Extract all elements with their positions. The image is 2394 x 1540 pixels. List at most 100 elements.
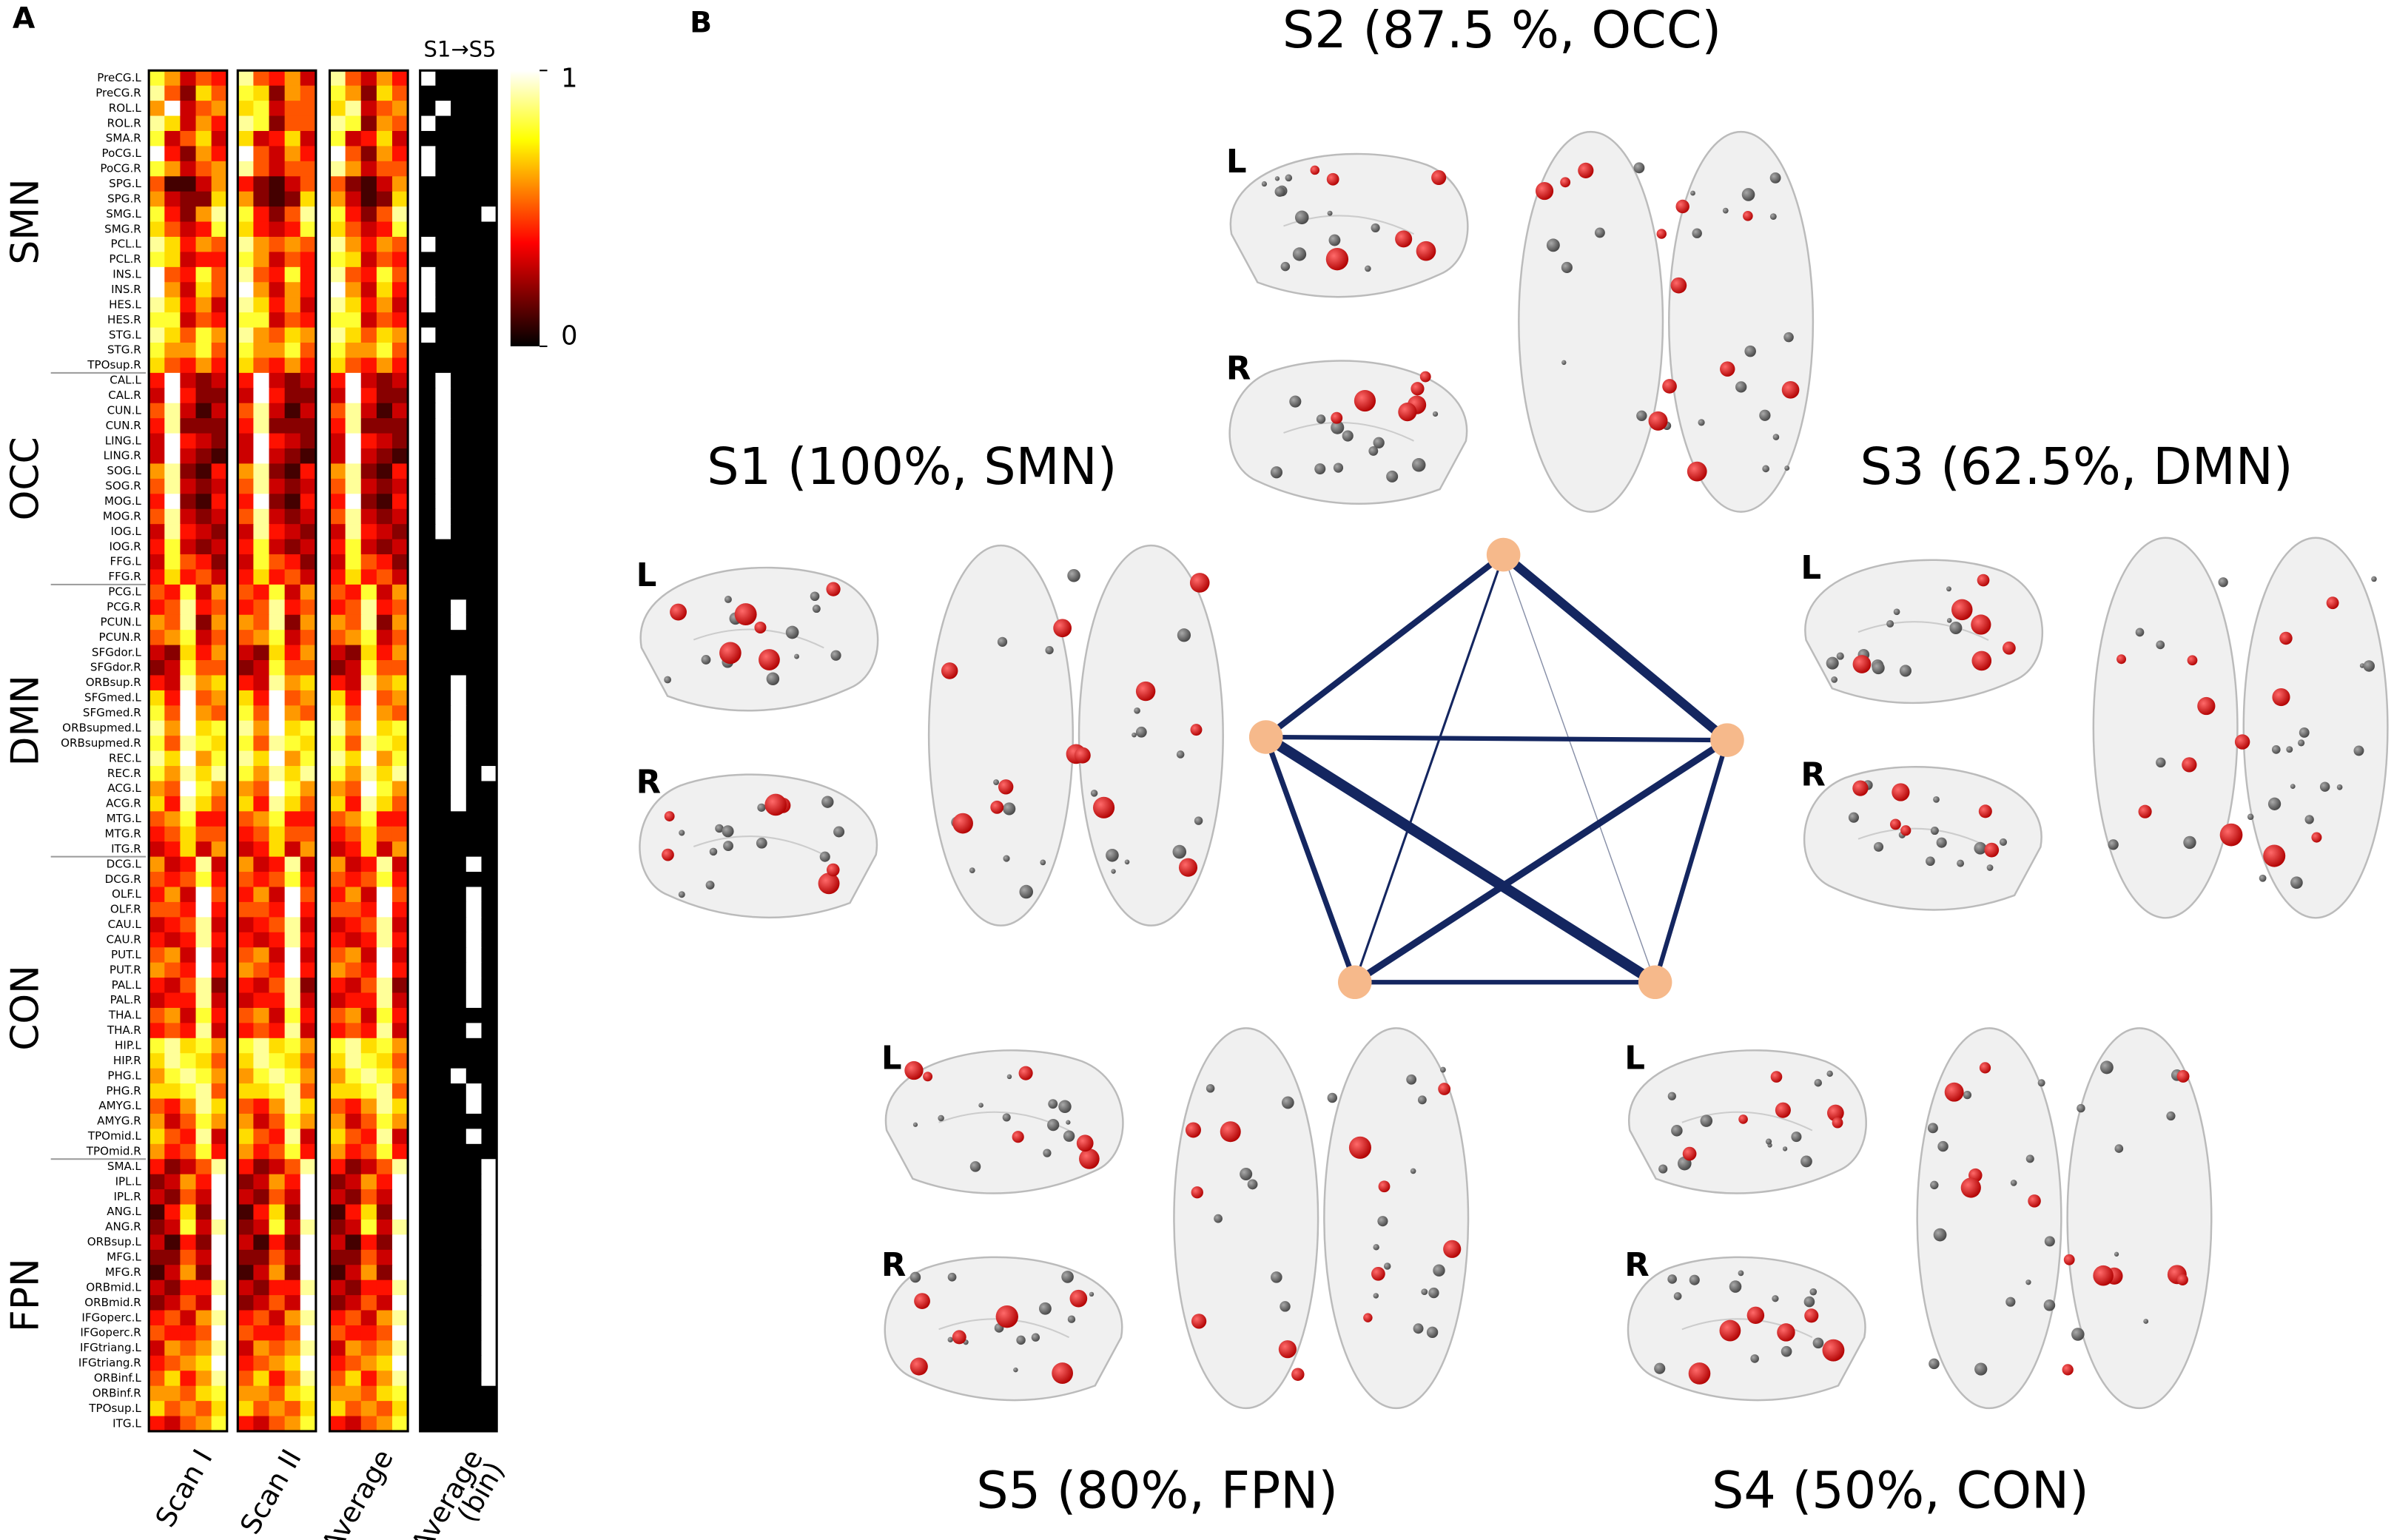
heatmap-cell [345, 403, 362, 419]
heatmap-cell [435, 161, 451, 177]
heatmap-cell [195, 978, 212, 994]
heatmap-cell [420, 418, 437, 434]
heatmap-cell [481, 841, 497, 858]
heatmap-cell [391, 781, 408, 797]
heatmap-cell [376, 1038, 393, 1054]
node-gray [2290, 876, 2303, 890]
heatmap-cell [269, 1340, 286, 1356]
heatmap-cell [481, 1143, 497, 1160]
node-gray [1328, 234, 1341, 246]
heatmap-cell [149, 206, 165, 223]
heatmap-border [236, 69, 317, 1433]
heatmap-cell [195, 811, 212, 827]
node-gray [1206, 1083, 1215, 1093]
node-gray [1439, 1066, 1446, 1073]
node-red [1419, 371, 1431, 383]
heatmap-cell [211, 85, 228, 101]
heatmap-cell [195, 554, 212, 571]
heatmap-cell [195, 1189, 212, 1206]
heatmap-cell [269, 1098, 286, 1114]
heatmap-cell [451, 1401, 467, 1417]
heatmap-cell [149, 947, 165, 964]
heatmap-cell [195, 130, 212, 147]
heatmap-cell [481, 327, 497, 343]
node-gray [1089, 1291, 1095, 1297]
heatmap-cell [435, 569, 451, 585]
heatmap-cell [149, 1098, 165, 1114]
heatmap-cell [435, 705, 451, 722]
node-gray [1047, 1118, 1060, 1132]
heatmap-cell [300, 660, 317, 676]
heatmap-cell [391, 962, 408, 978]
heatmap-cell [149, 372, 165, 389]
heatmap-cell [164, 947, 181, 964]
heatmap-cell [481, 962, 497, 978]
heatmap-cell [360, 282, 377, 298]
heatmap-cell [465, 781, 483, 797]
heatmap-cell [253, 1038, 270, 1054]
heatmap-cell [180, 1371, 197, 1387]
heatmap-cell [284, 494, 301, 510]
heatmap-cell [269, 130, 286, 147]
heatmap-cell [284, 372, 301, 389]
network-edge [1354, 554, 1505, 983]
node-red [1431, 169, 1447, 186]
heatmap-cell [180, 599, 197, 616]
heatmap-cell [420, 115, 437, 132]
heatmap-cell [451, 645, 467, 661]
heatmap-cell [345, 796, 362, 812]
heatmap-cell [435, 811, 451, 827]
heatmap-cell [435, 947, 451, 964]
heatmap-cell [465, 614, 483, 631]
heatmap-cell [376, 1174, 393, 1190]
heatmap-cell [360, 872, 377, 888]
heatmap-cell [329, 1053, 346, 1069]
node-red [1363, 1313, 1373, 1322]
heatmap-cell [269, 856, 286, 872]
node-red [1191, 1186, 1203, 1199]
heatmap-cell [238, 872, 255, 888]
heatmap-cell [391, 554, 408, 571]
heatmap-cell [420, 1385, 437, 1402]
region-label: CAU.L [108, 918, 142, 931]
heatmap-cell [329, 478, 346, 494]
heatmap-cell [329, 872, 346, 888]
heatmap-cell [164, 1325, 181, 1342]
node-gray [1772, 434, 1780, 440]
heatmap-cell [164, 448, 181, 465]
region-label: PCL.L [111, 238, 142, 251]
heatmap-cell [211, 282, 228, 298]
region-label: TPOmid.L [87, 1129, 142, 1143]
heatmap-cell [211, 569, 228, 585]
heatmap-cell [391, 176, 408, 192]
heatmap-cell [345, 901, 362, 918]
heatmap-cell [238, 599, 255, 616]
heatmap-cell [253, 1189, 270, 1206]
region-label: ACG.R [106, 797, 141, 810]
heatmap-cell [164, 463, 181, 480]
node-gray [2259, 874, 2267, 882]
heatmap-cell [269, 146, 286, 162]
heatmap-cell [253, 675, 270, 691]
heatmap-cell [269, 524, 286, 540]
heatmap-cell [391, 539, 408, 555]
heatmap-cell [164, 1143, 181, 1160]
heatmap-cell [238, 176, 255, 192]
heatmap-cell [253, 191, 270, 207]
heatmap-cell [211, 1385, 228, 1402]
heatmap-cell [269, 750, 286, 767]
heatmap-cell [180, 252, 197, 268]
heatmap-cell [391, 252, 408, 268]
region-label: TPOsup.R [87, 358, 141, 371]
heatmap-cell [238, 539, 255, 555]
node-gray [2071, 1328, 2085, 1341]
heatmap-cell [284, 569, 301, 585]
heatmap-cell [195, 720, 212, 736]
heatmap-cell [211, 70, 228, 87]
heatmap-cell [269, 1310, 286, 1326]
heatmap-cell [420, 569, 437, 585]
heatmap-cell [238, 1219, 255, 1236]
heatmap-cell [360, 1098, 377, 1114]
heatmap-cell [435, 1325, 451, 1342]
